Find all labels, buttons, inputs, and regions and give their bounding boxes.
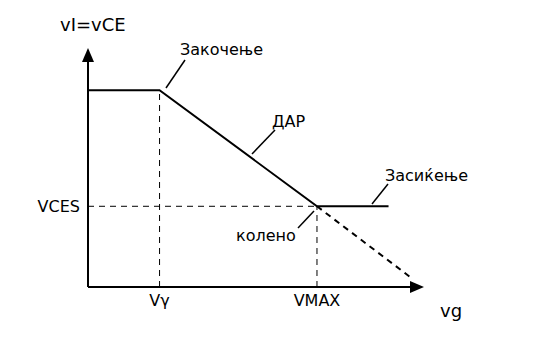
svg-text:VCES: VCES bbox=[38, 197, 80, 216]
svg-text:Vγ: Vγ bbox=[149, 291, 169, 310]
svg-text:VMAX: VMAX bbox=[294, 291, 341, 310]
html-text:vI=vCE: vI=vCE bbox=[60, 14, 126, 35]
html-text:vg: vg bbox=[440, 300, 463, 321]
html-text:Закочење: Закочење bbox=[180, 40, 263, 59]
html-text:ДАР: ДАР bbox=[272, 112, 306, 131]
html-text:Засиќење: Засиќење bbox=[385, 166, 468, 185]
html-text:колено: колено bbox=[236, 226, 296, 245]
